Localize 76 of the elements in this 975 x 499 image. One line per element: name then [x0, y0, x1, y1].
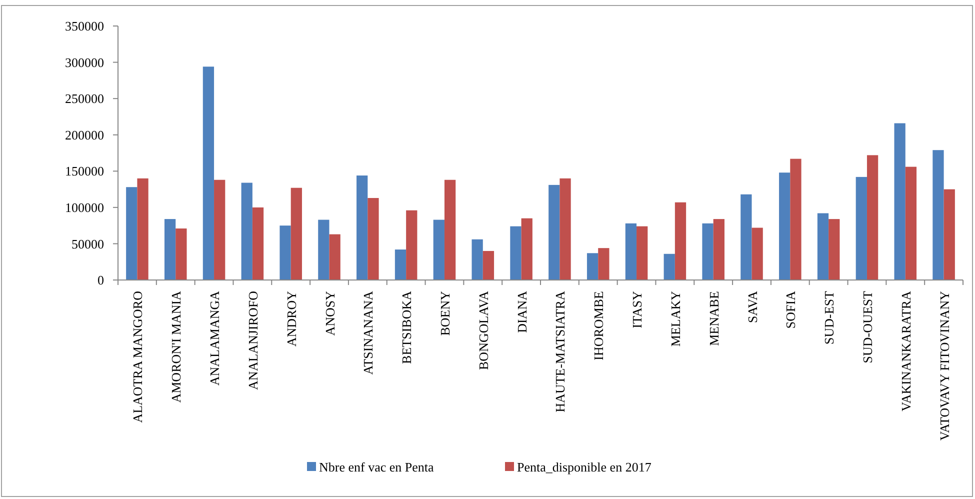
- bar: [472, 239, 483, 280]
- bar: [406, 210, 418, 280]
- bar: [636, 226, 648, 280]
- x-tick-label: ANALANJIROFO: [245, 291, 260, 390]
- bar: [176, 228, 187, 280]
- bar: [394, 250, 406, 280]
- x-tick-label: ITASY: [630, 290, 645, 328]
- y-tick-label: 350000: [65, 18, 104, 34]
- y-tick-label: 150000: [65, 164, 104, 179]
- x-tick-label: HAUTE-MATSIATRA: [552, 290, 568, 412]
- y-tick-label: 200000: [65, 127, 104, 142]
- x-tick-label: ANOSY: [322, 290, 338, 336]
- bar: [905, 166, 917, 280]
- x-tick-label: SUD-EST: [822, 290, 837, 344]
- bar: [521, 218, 532, 280]
- bar: [598, 248, 610, 280]
- x-tick-label: MELAKY: [668, 290, 683, 347]
- x-tick-label: ATSINANANA: [360, 290, 376, 375]
- bar: [126, 187, 138, 280]
- bar: [674, 202, 686, 280]
- bar: [828, 219, 840, 280]
- legend-label: Nbre enf vac en Penta: [319, 460, 434, 475]
- y-tick-label: 250000: [65, 91, 104, 106]
- x-tick-label: AMORON'I MANIA: [168, 290, 184, 403]
- legend-label: Penta_disponible en 2017: [517, 460, 652, 475]
- x-tick-label: VAKINANKARATRA: [898, 290, 914, 412]
- bar: [482, 250, 494, 280]
- x-tick-label: SAVA: [744, 290, 760, 324]
- y-tick-label: 300000: [65, 54, 104, 70]
- bar: [252, 207, 264, 280]
- x-tick-label: MENABE: [706, 290, 722, 346]
- bar: [510, 226, 522, 280]
- bar: [356, 175, 368, 280]
- bar: [790, 158, 802, 280]
- bar: [856, 176, 867, 280]
- bar: [329, 234, 340, 280]
- x-tick-label: ANALAMANGA: [207, 290, 222, 386]
- x-tick-label: SUD-OUEST: [860, 290, 875, 364]
- bar: [752, 228, 763, 280]
- bar: [740, 194, 752, 280]
- bar: [318, 220, 330, 280]
- bar: [817, 213, 829, 280]
- x-tick-label: ALAOTRA MANGORO: [130, 291, 146, 423]
- bar: [368, 198, 379, 280]
- bar: [241, 182, 252, 280]
- bar: [664, 254, 675, 280]
- x-tick-label: BETSIBOKA: [399, 290, 414, 364]
- bar: [713, 219, 724, 280]
- bar: [894, 123, 906, 280]
- bar: [548, 184, 560, 280]
- x-tick-label: ANDROY: [284, 290, 299, 347]
- bar: [702, 223, 714, 280]
- bar: [560, 178, 571, 280]
- bar: [932, 150, 944, 280]
- y-tick-label: 100000: [65, 200, 104, 215]
- bar: [280, 226, 291, 280]
- bar: [433, 220, 444, 280]
- bar: [779, 172, 790, 280]
- bar: [137, 178, 148, 280]
- x-tick-label: VATOVAVY FITOVINANY: [936, 290, 952, 441]
- bar: [214, 180, 226, 280]
- bar: [444, 180, 456, 280]
- bar: [625, 223, 637, 280]
- x-tick-label: BOENY: [437, 290, 452, 336]
- y-tick-label: 50000: [72, 236, 104, 252]
- x-tick-label: DIANA: [514, 290, 530, 333]
- bar: [290, 188, 302, 280]
- x-tick-label: IHOROMBE: [591, 290, 606, 360]
- bar: [586, 253, 598, 280]
- y-tick-label: 0: [98, 272, 104, 288]
- x-tick-label: BONGOLAVA: [476, 290, 491, 370]
- bar: [944, 189, 955, 280]
- bar: [202, 66, 214, 280]
- x-tick-label: SOFIA: [783, 290, 798, 329]
- bar: [164, 219, 176, 280]
- bar: [866, 155, 878, 280]
